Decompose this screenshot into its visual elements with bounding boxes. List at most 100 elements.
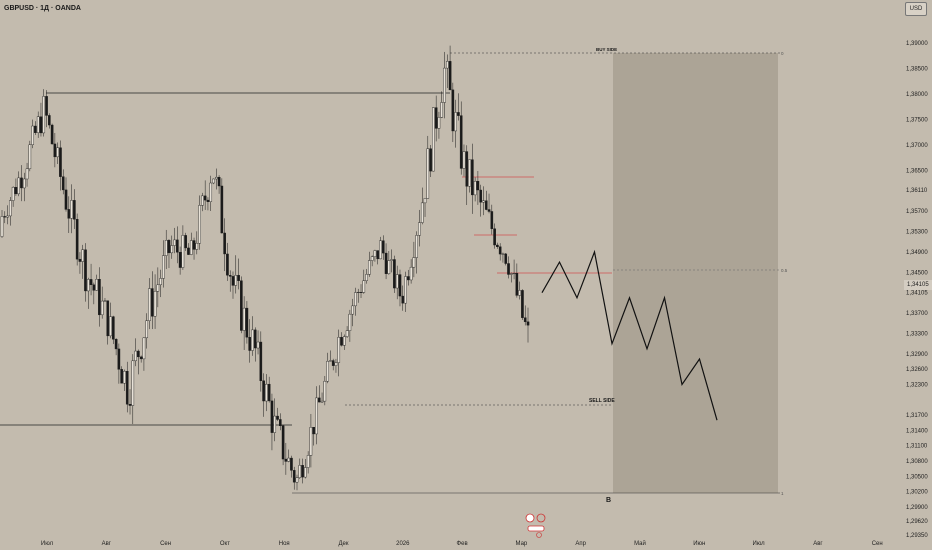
price-tick-label: 1,33700 bbox=[906, 311, 928, 317]
price-tick-label: 1,38000 bbox=[906, 92, 928, 98]
logo-circle-icon bbox=[525, 513, 535, 523]
time-tick-label: Май bbox=[634, 540, 646, 547]
candle-body bbox=[231, 276, 235, 286]
candle-body bbox=[407, 276, 410, 281]
price-tick-label: 1,36110 bbox=[906, 188, 928, 194]
candle-body bbox=[384, 252, 388, 274]
candle-body bbox=[510, 273, 513, 275]
candle-body bbox=[162, 255, 165, 279]
candle-body bbox=[56, 147, 59, 158]
candle-body bbox=[484, 200, 488, 210]
candle-body bbox=[379, 240, 382, 260]
candle-body bbox=[317, 397, 321, 403]
candle-body bbox=[262, 380, 265, 402]
time-tick-label: Июн bbox=[693, 541, 705, 547]
candle-body bbox=[228, 275, 232, 277]
candle-body bbox=[518, 290, 521, 296]
candle-body bbox=[31, 125, 34, 146]
candle-body bbox=[64, 189, 68, 210]
candle-body bbox=[267, 383, 271, 402]
candle-body bbox=[418, 222, 421, 236]
price-tick-label: 1,35700 bbox=[906, 209, 928, 215]
candle-body bbox=[153, 291, 157, 317]
candle-body bbox=[70, 200, 73, 219]
candle-body bbox=[454, 112, 457, 132]
candle-body bbox=[256, 341, 260, 349]
candle-body bbox=[259, 341, 263, 381]
candle-body bbox=[178, 251, 182, 268]
time-tick-label: Авг bbox=[102, 541, 112, 547]
candle-body bbox=[203, 195, 207, 201]
candle-body bbox=[395, 274, 399, 289]
logo-bar-icon bbox=[527, 525, 545, 532]
candle-body bbox=[476, 181, 480, 191]
candle-body bbox=[306, 455, 310, 468]
sell-side-label: SELL SIDE bbox=[589, 398, 615, 404]
candle-body bbox=[14, 187, 18, 195]
currency-button[interactable]: USD bbox=[905, 2, 927, 16]
time-axis[interactable]: Июл Авг Сен Окт Ноя Дек 2026 Фев Мар Апр Май Июн Июл… bbox=[41, 540, 883, 547]
candle-body bbox=[114, 339, 118, 350]
candle-body bbox=[112, 316, 115, 340]
candle-body bbox=[437, 117, 441, 129]
candle-body bbox=[142, 337, 146, 360]
candle-body bbox=[0, 216, 4, 237]
logo-dot-icon bbox=[536, 532, 542, 538]
candle-body bbox=[326, 361, 329, 382]
candle-body bbox=[192, 240, 196, 250]
candle-body bbox=[409, 266, 413, 281]
candle-body bbox=[381, 240, 385, 254]
candle-body bbox=[523, 317, 527, 323]
candle-body bbox=[393, 259, 396, 289]
candle-body bbox=[493, 228, 496, 246]
candle-body bbox=[73, 200, 76, 220]
projection-path bbox=[541, 249, 718, 421]
last-price-tag: 1,34105 bbox=[904, 280, 932, 290]
candle-body bbox=[443, 67, 446, 103]
candle-body bbox=[61, 176, 65, 191]
candle-body bbox=[415, 235, 418, 258]
candle-body bbox=[251, 329, 254, 351]
time-tick-label: 2026 bbox=[396, 541, 410, 547]
candle-body bbox=[365, 274, 368, 281]
candle-body bbox=[526, 321, 530, 326]
candle-body bbox=[86, 279, 90, 292]
candle-body bbox=[432, 107, 435, 172]
time-tick-label: Ноя bbox=[279, 541, 290, 547]
price-axis[interactable]: 1,39000 1,38500 1,38000 1,37500 1,37000 1,365… bbox=[906, 41, 928, 539]
candle-body bbox=[276, 415, 279, 420]
candle-body bbox=[462, 151, 466, 169]
candle-body bbox=[348, 313, 352, 331]
candle-body bbox=[423, 198, 427, 204]
candle-body bbox=[170, 245, 174, 254]
fib-top-label: 0 bbox=[781, 51, 784, 56]
candle-body bbox=[189, 240, 193, 255]
candle-body bbox=[137, 350, 140, 358]
price-tick-label: 1,34105 bbox=[906, 290, 928, 296]
candle-body bbox=[292, 470, 296, 483]
candle-body bbox=[376, 250, 380, 260]
price-tick-label: 1,30200 bbox=[906, 490, 928, 496]
candle-body bbox=[334, 362, 338, 366]
candle-body bbox=[84, 249, 87, 292]
price-tick-label: 1,31400 bbox=[906, 428, 928, 434]
candle-body bbox=[301, 465, 304, 478]
candle-body bbox=[150, 288, 154, 317]
candle-body bbox=[482, 200, 485, 203]
candle-body bbox=[445, 61, 449, 69]
candle-body bbox=[173, 239, 176, 246]
candle-body bbox=[412, 257, 416, 268]
candle-body bbox=[11, 187, 15, 201]
candle-body bbox=[206, 199, 210, 202]
candle-body bbox=[356, 291, 360, 293]
candle-body bbox=[323, 380, 327, 402]
price-tick-label: 1,38500 bbox=[906, 66, 928, 72]
candle-body bbox=[184, 235, 187, 249]
candle-body bbox=[212, 178, 215, 184]
candle-body bbox=[284, 458, 288, 462]
time-tick-label: Сен bbox=[160, 541, 171, 547]
candle-body bbox=[22, 178, 26, 189]
fib-mid-label: 0.5 bbox=[781, 268, 788, 273]
candle-body bbox=[226, 253, 229, 276]
